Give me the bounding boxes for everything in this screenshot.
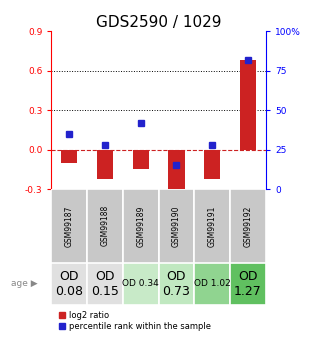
Bar — [169, 150, 184, 200]
Text: OD
0.73: OD 0.73 — [163, 270, 190, 298]
Bar — [133, 150, 149, 169]
FancyBboxPatch shape — [159, 263, 194, 305]
Bar — [204, 150, 220, 179]
FancyBboxPatch shape — [230, 263, 266, 305]
Bar — [61, 150, 77, 163]
Bar — [97, 150, 113, 179]
Text: OD
0.08: OD 0.08 — [55, 270, 83, 298]
FancyBboxPatch shape — [123, 189, 159, 263]
FancyBboxPatch shape — [87, 263, 123, 305]
FancyBboxPatch shape — [230, 189, 266, 263]
FancyBboxPatch shape — [123, 263, 159, 305]
FancyBboxPatch shape — [87, 189, 123, 263]
Text: GSM99188: GSM99188 — [100, 205, 109, 246]
FancyBboxPatch shape — [51, 263, 87, 305]
FancyBboxPatch shape — [51, 189, 87, 263]
FancyBboxPatch shape — [194, 263, 230, 305]
Bar — [240, 60, 256, 150]
FancyBboxPatch shape — [194, 189, 230, 263]
Text: GSM99191: GSM99191 — [208, 205, 217, 247]
Title: GDS2590 / 1029: GDS2590 / 1029 — [96, 15, 221, 30]
Legend: log2 ratio, percentile rank within the sample: log2 ratio, percentile rank within the s… — [55, 307, 214, 334]
Text: OD 1.02: OD 1.02 — [194, 279, 231, 288]
Text: GSM99187: GSM99187 — [65, 205, 74, 247]
Text: GSM99192: GSM99192 — [244, 205, 253, 247]
Text: OD
0.15: OD 0.15 — [91, 270, 119, 298]
Text: OD 0.34: OD 0.34 — [122, 279, 159, 288]
Text: OD
1.27: OD 1.27 — [234, 270, 262, 298]
Text: age ▶: age ▶ — [11, 279, 38, 288]
Text: GSM99189: GSM99189 — [136, 205, 145, 247]
FancyBboxPatch shape — [159, 189, 194, 263]
Text: GSM99190: GSM99190 — [172, 205, 181, 247]
